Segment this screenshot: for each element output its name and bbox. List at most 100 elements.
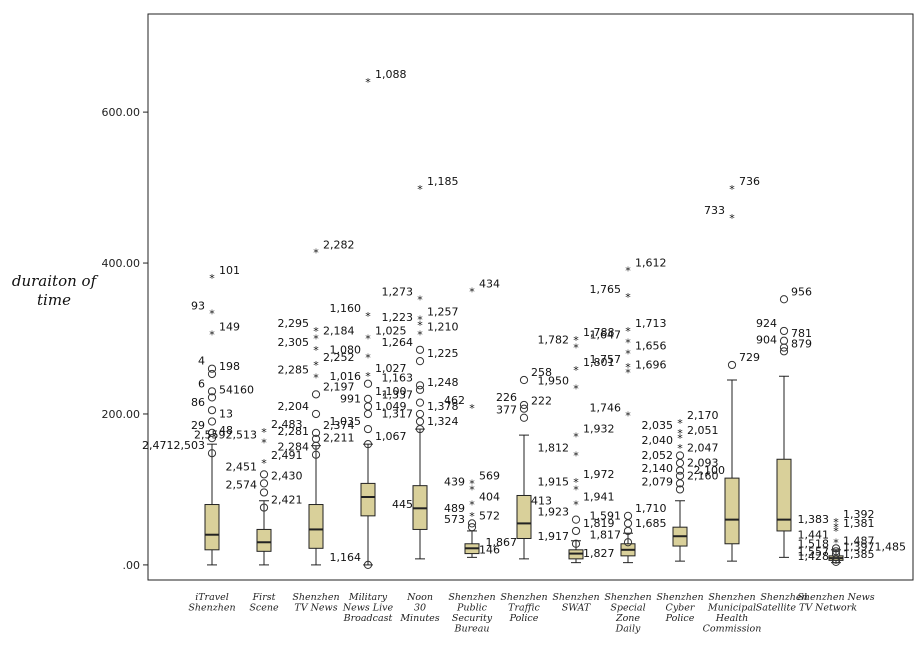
outlier-star: * <box>469 286 475 299</box>
outlier-star: * <box>365 351 371 364</box>
outlier-label: 1,819 <box>583 517 615 530</box>
outlier-star: * <box>833 516 839 529</box>
outlier-star: * <box>469 499 475 512</box>
x-category-label-line: Police <box>509 613 539 624</box>
outlier-circle <box>779 336 789 345</box>
outlier-star: * <box>209 272 215 285</box>
outlier-circle <box>415 385 425 394</box>
outlier-label: 462 <box>444 394 465 407</box>
outlier-circle <box>779 326 789 336</box>
x-category-label-line: Noon <box>406 592 433 603</box>
outlier-label: 434 <box>479 278 500 291</box>
outlier-label: 2,252 <box>323 351 355 364</box>
outlier-star: * <box>313 359 319 372</box>
box-group: *1,788*1,782*1,801*1,950*1,932*1,812*1,9… <box>538 326 615 564</box>
outlier-star: * <box>469 402 475 415</box>
outlier-label: 1,428 <box>798 550 830 563</box>
outlier-star: * <box>625 409 631 422</box>
outlier-label: 2,052 <box>642 449 674 462</box>
outlier-star: * <box>729 183 735 196</box>
outlier-label: 2,305 <box>278 336 310 349</box>
outlier-star: * <box>365 333 371 346</box>
outlier-label: 1,324 <box>427 415 459 428</box>
outlier-star: * <box>573 334 579 347</box>
outlier-circle <box>363 402 373 411</box>
outlier-label: 2,184 <box>323 325 355 338</box>
y-axis-title-text: duraiton of time <box>11 272 97 309</box>
outlier-label: 1,080 <box>330 343 362 356</box>
outlier-circle <box>467 519 477 528</box>
outlier-star: * <box>625 291 631 304</box>
x-category-label-line: Municipal <box>707 603 756 614</box>
outlier-label: 1,867 <box>486 536 518 549</box>
outlier-star: * <box>573 382 579 395</box>
outlier-star: * <box>469 483 475 496</box>
x-category-label-line: Minutes <box>399 613 439 624</box>
outlier-circle <box>519 404 529 413</box>
outlier-label: 198 <box>219 360 240 373</box>
outlier-label: 1,713 <box>635 317 667 330</box>
outlier-label: 1,518 <box>798 537 830 550</box>
outlier-circle <box>675 485 685 494</box>
outlier-circle <box>415 398 425 407</box>
x-category-label: Shenzhen News Network <box>797 592 874 614</box>
x-category-label-line: Special <box>610 603 645 614</box>
outlier-label: 569 <box>479 469 500 482</box>
outlier-star: * <box>313 372 319 385</box>
outlier-star: * <box>625 325 631 338</box>
outlier-label: 377 <box>496 404 517 417</box>
x-category-label: Noon 30 Minutes <box>399 592 439 624</box>
outlier-circle <box>675 458 685 468</box>
outlier-star: * <box>365 76 371 89</box>
outlier-star: * <box>209 308 215 321</box>
outlier-label: 4 <box>198 355 205 368</box>
x-category-label-line: 30 <box>414 603 426 614</box>
outlier-label: 1,710 <box>635 502 667 515</box>
outlier-circle <box>623 511 633 520</box>
outlier-circle <box>259 503 269 512</box>
outlier-label: 2,295 <box>278 317 310 330</box>
outlier-label: 1,685 <box>635 517 667 530</box>
outlier-circle <box>415 409 425 419</box>
outlier-star: * <box>573 342 579 355</box>
box-group: * 2,483 * 2,5592,513 * 2,491 2,451 2,430 2,574 2,… <box>194 418 303 566</box>
outlier-circle <box>207 417 217 426</box>
box-group: * 101 * 93 * 149 4 198 6 54160 86 13 29 48 2,4712,503 <box>142 264 254 566</box>
outlier-label: 2,451 <box>226 460 258 473</box>
outlier-circle <box>519 413 529 422</box>
outlier-label: 1,591 <box>590 509 622 522</box>
x-category-label: Shenzhen Special Zone Daily <box>604 592 651 635</box>
outlier-label: 1,972 <box>583 468 615 481</box>
outlier-label: 1,757 <box>590 353 622 366</box>
outlier-label: 2,040 <box>642 434 674 447</box>
outlier-label: 2,197 <box>323 380 355 393</box>
outlier-star: * <box>469 477 475 490</box>
outlier-star: * <box>833 521 839 534</box>
y-tick-label: 400.00 <box>102 257 141 270</box>
outlier-label: 1,067 <box>375 430 407 443</box>
x-category-label-line: Shenzhen <box>448 592 495 603</box>
outlier-star: * <box>417 293 423 306</box>
outlier-label: 2,204 <box>278 400 310 413</box>
outlier-star: * <box>573 499 579 512</box>
box-group: 258 226 222 377 413 1,867 <box>486 366 552 560</box>
outlier-label: 733 <box>704 204 725 217</box>
outlier-label: 2,430 <box>271 469 303 482</box>
outlier-label: 1,647 <box>590 328 622 341</box>
outlier-circle <box>311 409 321 419</box>
outlier-label: 2,5592,513 <box>194 429 257 442</box>
outlier-label: 1,557 <box>798 546 830 559</box>
y-axis-title: duraiton of time <box>6 272 102 310</box>
outlier-circle <box>623 538 633 547</box>
outlier-circle <box>259 488 269 497</box>
plot-frame <box>147 13 914 581</box>
outlier-label: 2,051 <box>687 424 719 437</box>
outlier-circle <box>363 379 373 388</box>
outlier-label: 149 <box>219 321 240 334</box>
outlier-label: 1,164 <box>330 551 362 564</box>
outlier-label: 2,4712,503 <box>142 439 205 452</box>
x-category-label-line: Shenzhen <box>604 592 651 603</box>
iqr-box <box>360 482 376 517</box>
x-category-label-line: Bureau <box>453 624 489 635</box>
outlier-label: 404 <box>479 491 500 504</box>
